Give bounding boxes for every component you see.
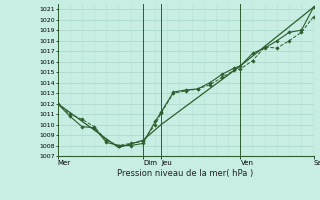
X-axis label: Pression niveau de la mer( hPa ): Pression niveau de la mer( hPa ): [117, 169, 254, 178]
